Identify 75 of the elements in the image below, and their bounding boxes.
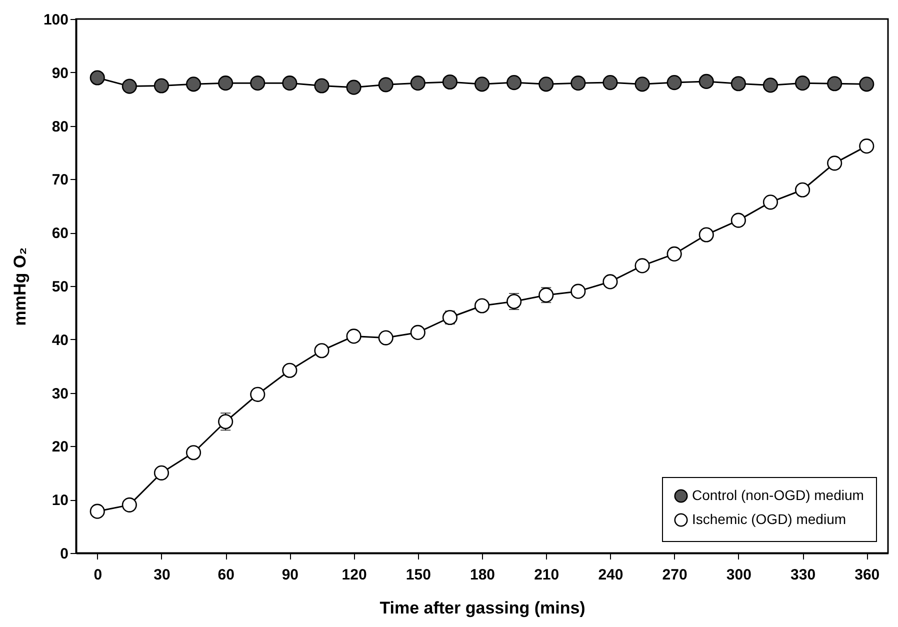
point (474, 76, 490, 92)
x-axis-title: Time after gassing (mins) (380, 598, 586, 618)
point (602, 274, 618, 290)
point (794, 76, 810, 91)
point (122, 497, 137, 512)
y-axis-title: mmHg O₂ (10, 247, 30, 326)
y-tick-label: 20 (52, 438, 68, 456)
point (218, 76, 234, 91)
point (794, 182, 810, 198)
point (538, 76, 554, 92)
y-tick-label: 40 (52, 332, 68, 349)
x-tick-label: 150 (406, 566, 431, 584)
point (154, 78, 170, 94)
point (570, 284, 586, 299)
point (506, 75, 522, 90)
point (218, 414, 234, 430)
y-tick-label: 50 (52, 278, 68, 296)
point (634, 76, 650, 92)
x-tick-label: 120 (342, 566, 367, 584)
x-tick-label: 90 (282, 566, 299, 584)
point (186, 445, 202, 460)
point (634, 258, 650, 274)
point (90, 70, 105, 86)
x-tick-label: 60 (218, 566, 234, 584)
point (378, 330, 394, 346)
point (666, 246, 682, 262)
point (378, 77, 394, 92)
legend-label: Ischemic (OGD) medium (692, 511, 846, 527)
point (346, 80, 362, 95)
y-tick-label: 0 (60, 546, 68, 562)
y-tick-label: 30 (52, 385, 68, 402)
point (186, 76, 202, 92)
x-tick-label: 330 (790, 566, 816, 584)
y-tick-label: 70 (52, 172, 68, 189)
legend-label: Control (non-OGD) medium (692, 487, 864, 503)
y-tick-label: 10 (52, 492, 68, 510)
y-tick-label: 90 (52, 64, 68, 82)
y-tick-label: 100 (43, 12, 68, 28)
point (570, 76, 586, 91)
x-tick-label: 300 (726, 566, 752, 584)
x-tick-label: 30 (154, 566, 170, 584)
point (90, 504, 105, 519)
point (827, 156, 842, 171)
point (346, 328, 362, 344)
point (602, 75, 618, 90)
point (698, 74, 714, 90)
point (250, 76, 266, 91)
point (474, 298, 490, 314)
x-tick-label: 240 (598, 566, 624, 584)
y-tick-label: 60 (52, 225, 68, 242)
x-tick-label: 210 (534, 566, 560, 584)
point (859, 138, 874, 154)
point (410, 324, 426, 340)
point (122, 78, 137, 94)
x-tick-label: 270 (662, 566, 688, 584)
point (282, 362, 298, 378)
point (154, 465, 170, 480)
x-tick-label: 180 (470, 566, 496, 584)
point (282, 76, 298, 91)
point (314, 78, 330, 94)
point (762, 194, 778, 210)
point (827, 76, 842, 92)
point (250, 386, 266, 402)
point (410, 76, 426, 91)
point (730, 212, 746, 228)
y-tick-label: 80 (52, 118, 68, 136)
x-tick-label: 360 (854, 566, 880, 584)
point (730, 76, 746, 92)
point (762, 78, 778, 93)
point (666, 75, 682, 90)
point (698, 227, 714, 242)
point (859, 76, 874, 92)
x-tick-label: 0 (94, 566, 102, 584)
point (442, 74, 458, 90)
point (314, 343, 330, 358)
